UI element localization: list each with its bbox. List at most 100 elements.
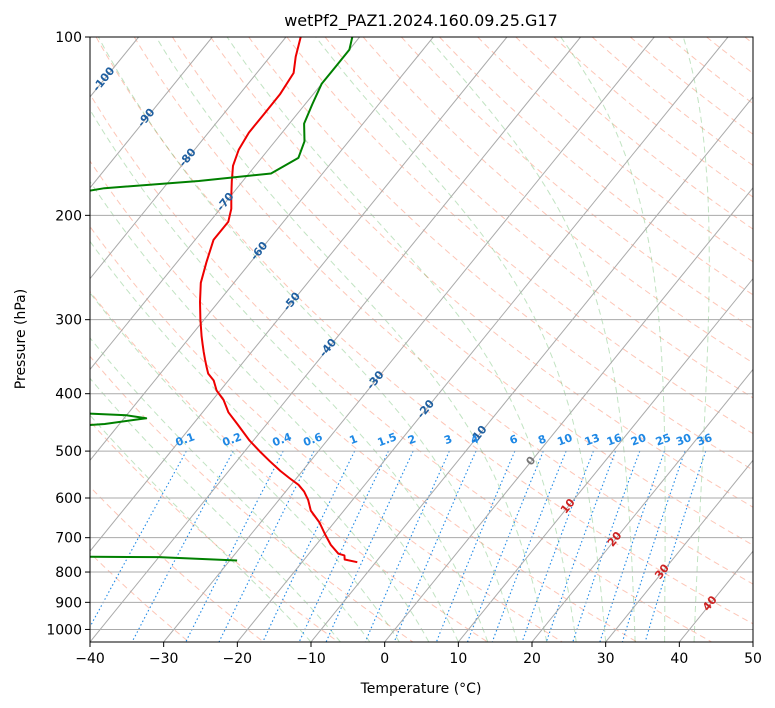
mixing-ratio-line <box>435 450 516 642</box>
moist-adiabat <box>90 292 400 642</box>
moist-adiabats <box>90 37 710 642</box>
dry-adiabat <box>553 37 753 198</box>
moist-adiabat <box>682 37 710 642</box>
y-tick-label: 400 <box>55 387 82 403</box>
mixing-ratio-line <box>393 450 477 642</box>
dry-adiabat <box>90 160 638 642</box>
mixing-ratio-label: 6 <box>508 432 520 447</box>
mixing-ratio-label: 0.1 <box>174 430 197 449</box>
chart-title: wetPf2_PAZ1.2024.160.09.25.G17 <box>284 11 558 31</box>
mixing-ratio-label: 20 <box>629 431 648 449</box>
isotherm-line <box>310 96 753 642</box>
y-tick-label: 600 <box>55 491 82 507</box>
y-tick-label: 700 <box>55 531 82 547</box>
x-tick-label: −10 <box>296 651 326 667</box>
x-tick-label: −20 <box>223 651 253 667</box>
moist-adiabat <box>155 37 548 642</box>
mixing-ratio-label: 10 <box>555 431 574 449</box>
dry-adiabat <box>401 37 753 330</box>
mixing-ratio-label: 0.4 <box>271 430 294 449</box>
isotherm-line <box>90 37 213 189</box>
isotherm-line <box>605 459 753 642</box>
x-tick-label: 0 <box>380 651 389 667</box>
dry-adiabat <box>286 37 753 435</box>
isotherm-line <box>531 368 753 642</box>
temperature-trace <box>199 37 358 564</box>
moist-adiabat <box>226 37 577 642</box>
mixing-ratio-line <box>644 450 707 642</box>
mixing-ratio-line <box>90 450 187 629</box>
dry-adiabat <box>95 37 753 625</box>
mixing-ratio-label: 2 <box>406 432 418 447</box>
dry-adiabat <box>90 93 712 642</box>
x-axis-label: Temperature (°C) <box>360 681 482 697</box>
mixing-ratio-line <box>599 450 665 642</box>
isotherms <box>90 37 753 642</box>
dry-adiabat <box>515 37 753 230</box>
isotherm-line <box>90 37 434 462</box>
x-tick-label: 20 <box>523 651 541 667</box>
dry-adiabat <box>90 355 414 642</box>
moist-adiabat <box>90 108 489 642</box>
y-tick-label: 500 <box>55 444 82 460</box>
mixing-ratio-label: 1.5 <box>376 430 399 449</box>
y-tick-label: 900 <box>55 595 82 611</box>
y-tick-label: 100 <box>55 30 82 46</box>
mixing-ratio-label: 30 <box>674 431 693 449</box>
moist-adiabat <box>97 37 518 642</box>
sounding-traces <box>90 37 358 564</box>
x-tick-label: −40 <box>75 651 105 667</box>
moist-adiabat <box>560 37 666 642</box>
plot-frame <box>89 36 754 643</box>
dewpoint-trace <box>90 37 354 562</box>
y-tick-label: 200 <box>55 208 82 224</box>
y-axis: 1000 900 800 700 600 500 400 300 200 100 <box>46 30 90 638</box>
dry-adiabat <box>90 290 488 642</box>
moist-adiabat <box>427 37 636 642</box>
isotherm-line <box>384 187 753 642</box>
isotherm-line <box>90 37 361 371</box>
x-tick-label: 40 <box>670 651 688 667</box>
x-axis: −40 −30 −20 −10 0 10 20 30 40 50 <box>75 642 762 667</box>
moist-adiabat <box>90 377 341 642</box>
isotherm-line <box>163 37 655 642</box>
mixing-ratio-line <box>621 450 686 642</box>
mixing-ratio-label: 1 <box>348 432 360 447</box>
x-tick-label: 10 <box>449 651 467 667</box>
mixing-ratio-label: 3 <box>442 432 454 447</box>
dry-adiabat <box>90 486 264 642</box>
plot-area: -100-90-80-70-60-50-40-30-20-10010203040… <box>90 37 753 642</box>
x-tick-label: 30 <box>597 651 615 667</box>
pressure-gridlines <box>90 37 753 630</box>
isotherm-line <box>236 37 729 642</box>
dry-adiabat <box>324 37 753 399</box>
isotherm-line <box>457 277 753 642</box>
isotherm-line <box>90 37 508 552</box>
isotherm-line <box>90 37 582 642</box>
y-axis-label: Pressure (hPa) <box>13 289 29 389</box>
moist-adiabat <box>315 37 607 642</box>
mixing-ratio-line <box>572 450 641 642</box>
mixing-ratio-line <box>262 450 356 642</box>
moist-adiabat <box>90 240 430 642</box>
mixing-ratio-label: 36 <box>695 431 714 449</box>
mixing-ratio-label: 13 <box>583 431 602 448</box>
mixing-ratio-label: 4 <box>469 432 481 447</box>
dry-adiabat <box>133 37 753 585</box>
mixing-ratio-label: 25 <box>654 431 673 448</box>
mixing-ratio-line <box>131 450 234 642</box>
mixing-ratio-label: 0.2 <box>221 430 244 449</box>
x-tick-label: −30 <box>149 651 179 667</box>
y-tick-label: 800 <box>55 565 82 581</box>
mixing-ratio-label: 8 <box>536 432 548 447</box>
moist-adiabat <box>90 337 371 642</box>
isotherm-line <box>90 37 287 280</box>
y-tick-label: 1000 <box>46 622 82 638</box>
mixing-ratio-label: 0.6 <box>301 430 324 449</box>
dry-adiabat <box>210 37 753 508</box>
mixing-ratio-line <box>325 450 414 642</box>
mixing-ratio-line <box>364 450 450 642</box>
dry-adiabat <box>439 37 753 296</box>
